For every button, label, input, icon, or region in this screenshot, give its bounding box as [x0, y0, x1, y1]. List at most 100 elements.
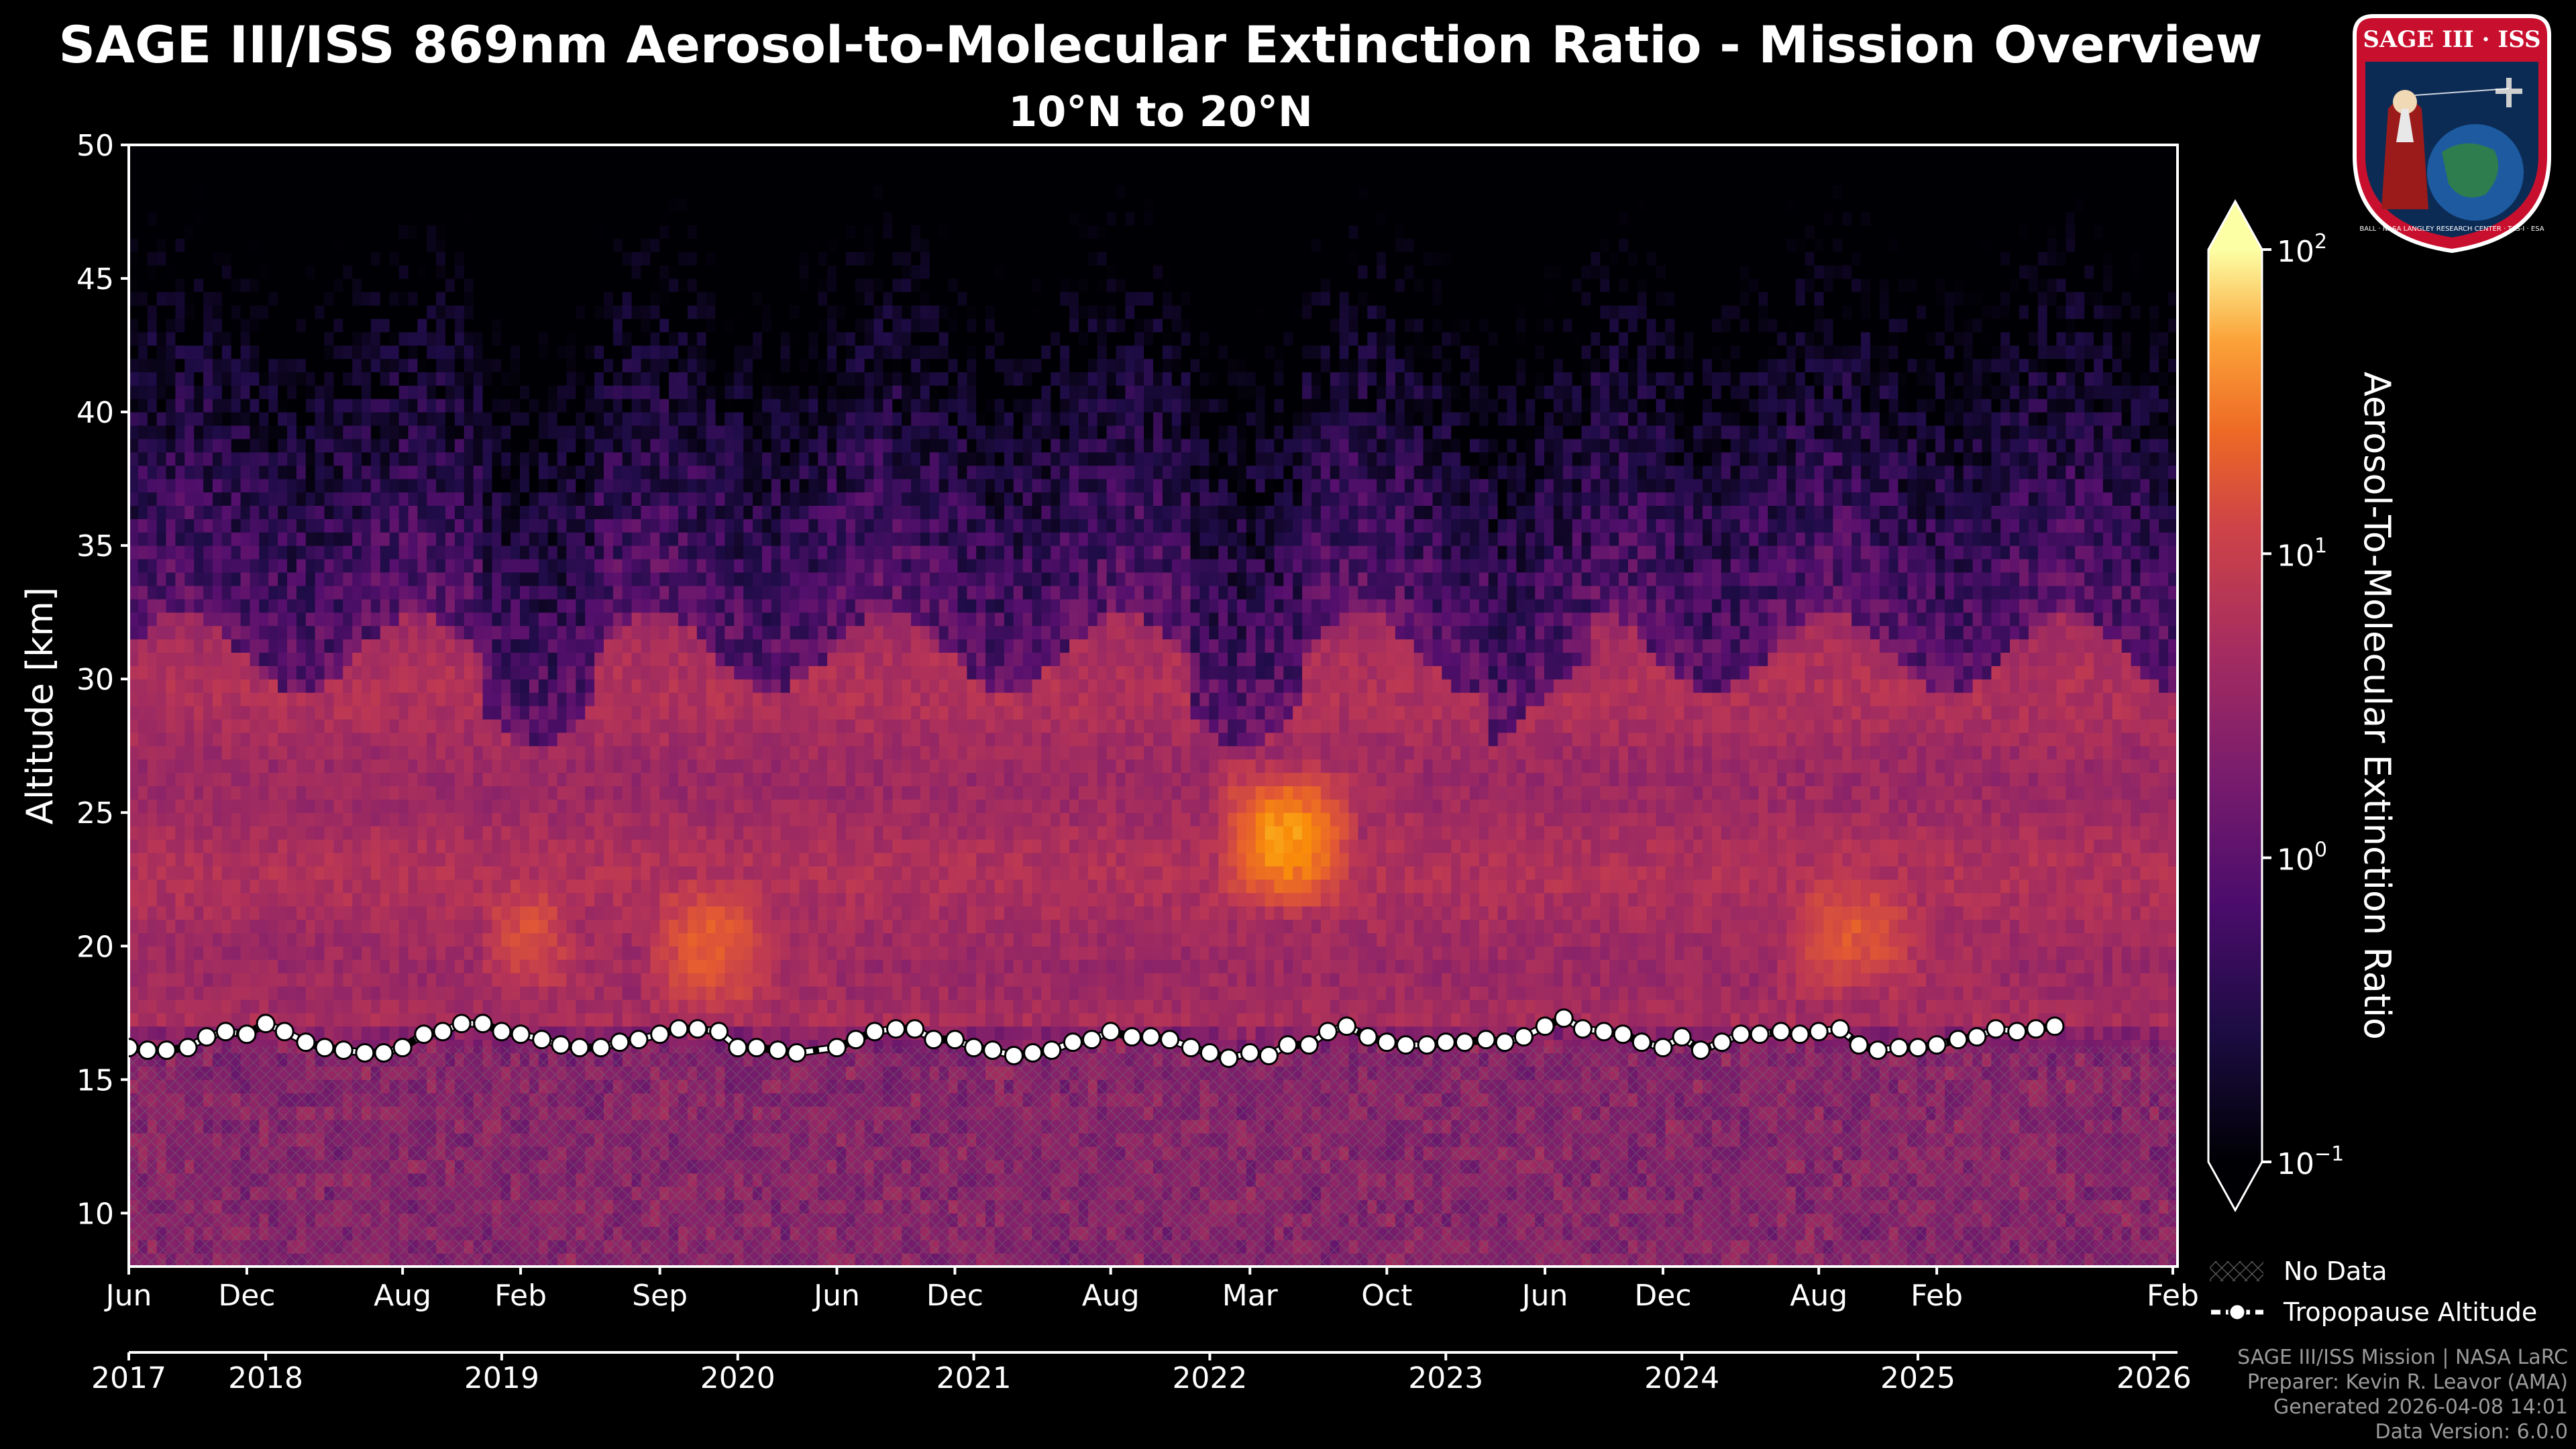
heatmap-cell: [156, 999, 167, 1014]
heatmap-cell: [529, 158, 539, 172]
heatmap-cell: [175, 826, 185, 840]
heatmap-cell: [305, 932, 316, 947]
heatmap-cell: [268, 706, 278, 720]
heatmap-cell: [250, 545, 260, 559]
heatmap-cell: [445, 799, 455, 813]
heatmap-cell: [221, 184, 232, 199]
heatmap-cell: [538, 532, 549, 546]
heatmap-cell: [511, 839, 521, 853]
heatmap-cell: [212, 398, 223, 413]
heatmap-cell: [129, 718, 139, 733]
heatmap-cell: [166, 252, 176, 266]
heatmap-cell: [622, 718, 633, 733]
heatmap-cell: [250, 625, 260, 640]
heatmap-cell: [612, 211, 623, 225]
heatmap-cell: [259, 385, 269, 399]
heatmap-cell: [585, 986, 595, 1000]
heatmap-cell: [147, 879, 158, 894]
heatmap-cell: [259, 545, 269, 559]
heatmap-cell: [212, 826, 223, 840]
heatmap-cell: [464, 278, 474, 292]
heatmap-cell: [659, 865, 669, 880]
heatmap-cell: [631, 345, 642, 360]
heatmap-cell: [417, 238, 427, 252]
heatmap-cell: [482, 372, 492, 386]
heatmap-cell: [594, 986, 604, 1000]
heatmap-cell: [538, 826, 549, 840]
heatmap-cell: [166, 171, 176, 186]
heatmap-cell: [473, 652, 484, 666]
heatmap-cell: [641, 559, 651, 573]
heatmap-cell: [547, 198, 558, 213]
heatmap-cell: [408, 545, 418, 559]
heatmap-cell: [212, 906, 223, 920]
heatmap-cell: [566, 692, 576, 706]
heatmap-cell: [352, 892, 362, 907]
heatmap-cell: [594, 625, 604, 640]
heatmap-cell: [650, 238, 660, 252]
heatmap-cell: [464, 718, 474, 733]
heatmap-cell: [370, 652, 381, 666]
heatmap-cell: [669, 519, 679, 533]
heatmap-cell: [129, 545, 139, 559]
heatmap-cell: [520, 372, 530, 386]
heatmap-cell: [454, 358, 465, 372]
heatmap-cell: [212, 171, 223, 186]
heatmap-cell: [417, 278, 427, 292]
heatmap-cell: [612, 892, 623, 907]
heatmap-cell: [315, 492, 325, 506]
heatmap-cell: [138, 959, 148, 973]
heatmap-cell: [250, 879, 260, 894]
heatmap-cell: [669, 492, 679, 506]
heatmap-cell: [362, 973, 372, 987]
heatmap-cell: [250, 692, 260, 706]
heatmap-cell: [129, 919, 139, 933]
heatmap-cell: [594, 505, 604, 519]
heatmap-cell: [333, 906, 343, 920]
heatmap-cell: [398, 732, 409, 747]
heatmap-cell: [203, 252, 213, 266]
heatmap-cell: [650, 158, 660, 172]
heatmap-cell: [156, 505, 167, 519]
heatmap-cell: [566, 451, 576, 466]
heatmap-cell: [585, 572, 595, 586]
heatmap-cell: [576, 292, 586, 306]
heatmap-cell: [594, 879, 604, 894]
heatmap-cell: [612, 545, 623, 559]
heatmap-cell: [464, 519, 474, 533]
heatmap-cell: [370, 145, 381, 159]
heatmap-cell: [389, 732, 400, 747]
heatmap-cell: [138, 839, 148, 853]
heatmap-cell: [473, 372, 484, 386]
heatmap-cell: [305, 372, 316, 386]
heatmap-cell: [268, 318, 278, 333]
heatmap-cell: [520, 532, 530, 546]
heatmap-cell: [278, 505, 288, 519]
heatmap-cell: [604, 385, 614, 399]
heatmap-cell: [408, 812, 418, 826]
heatmap-cell: [231, 585, 241, 600]
heatmap-cell: [557, 612, 568, 627]
heatmap-cell: [427, 812, 437, 826]
heatmap-cell: [408, 732, 418, 747]
heatmap-cell: [203, 318, 213, 333]
heatmap-cell: [492, 932, 502, 947]
heatmap-cell: [576, 238, 586, 252]
heatmap-cell: [417, 158, 427, 172]
heatmap-cell: [669, 639, 679, 653]
heatmap-cell: [566, 465, 576, 480]
heatmap-cell: [454, 865, 465, 880]
heatmap-cell: [547, 812, 558, 826]
heatmap-cell: [445, 999, 455, 1014]
heatmap-cell: [287, 505, 297, 519]
heatmap-cell: [380, 238, 390, 252]
heatmap-cell: [231, 706, 241, 720]
heatmap-cell: [156, 238, 167, 252]
heatmap-cell: [547, 665, 558, 680]
heatmap-cell: [389, 759, 400, 773]
heatmap-cell: [492, 892, 502, 907]
heatmap-cell: [166, 385, 176, 399]
heatmap-cell: [305, 973, 316, 987]
heatmap-cell: [333, 372, 343, 386]
heatmap-cell: [370, 865, 381, 880]
